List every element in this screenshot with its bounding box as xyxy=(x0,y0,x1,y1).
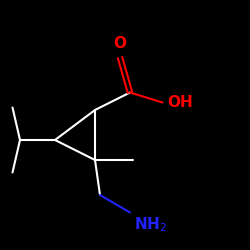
Text: NH$_2$: NH$_2$ xyxy=(134,215,167,234)
Text: OH: OH xyxy=(168,95,193,110)
Text: O: O xyxy=(114,36,126,51)
